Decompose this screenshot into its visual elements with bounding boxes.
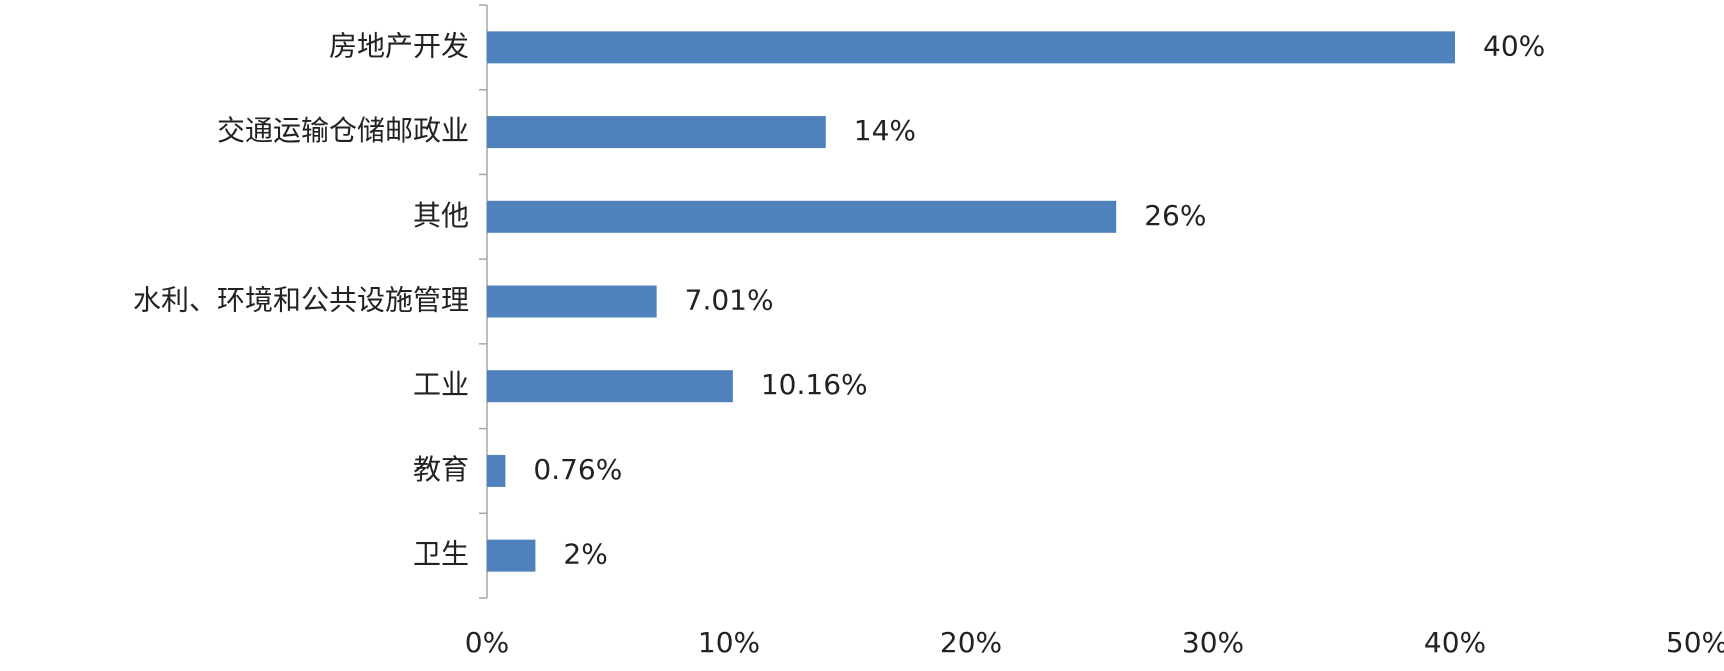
bar [487,539,536,572]
value-label: 2% [563,538,607,571]
x-tick-label: 30% [1182,626,1244,659]
bar [487,31,1455,64]
y-tick-label: 教育 [413,453,469,486]
y-tick-label: 工业 [413,368,469,401]
value-label: 14% [854,114,916,147]
x-tick-label: 40% [1424,626,1486,659]
x-tick-label: 20% [940,626,1002,659]
value-label: 7.01% [685,284,774,317]
y-tick-label: 其他 [413,199,469,232]
x-tick-label: 0% [465,626,509,659]
bar [487,200,1117,233]
bar [487,370,733,403]
y-tick-label: 交通运输仓储邮政业 [217,114,469,147]
bar [487,454,506,487]
value-label: 26% [1144,199,1206,232]
bar [487,116,826,149]
y-tick-label: 房地产开发 [329,29,469,62]
y-tick-label: 卫生 [413,538,469,571]
x-tick-label: 50% [1666,626,1724,659]
value-label: 10.16% [761,368,868,401]
x-tick-label: 10% [698,626,760,659]
value-label: 40% [1483,29,1545,62]
y-tick-label: 水利、环境和公共设施管理 [133,284,469,317]
bar [487,285,657,318]
value-label: 0.76% [533,453,622,486]
